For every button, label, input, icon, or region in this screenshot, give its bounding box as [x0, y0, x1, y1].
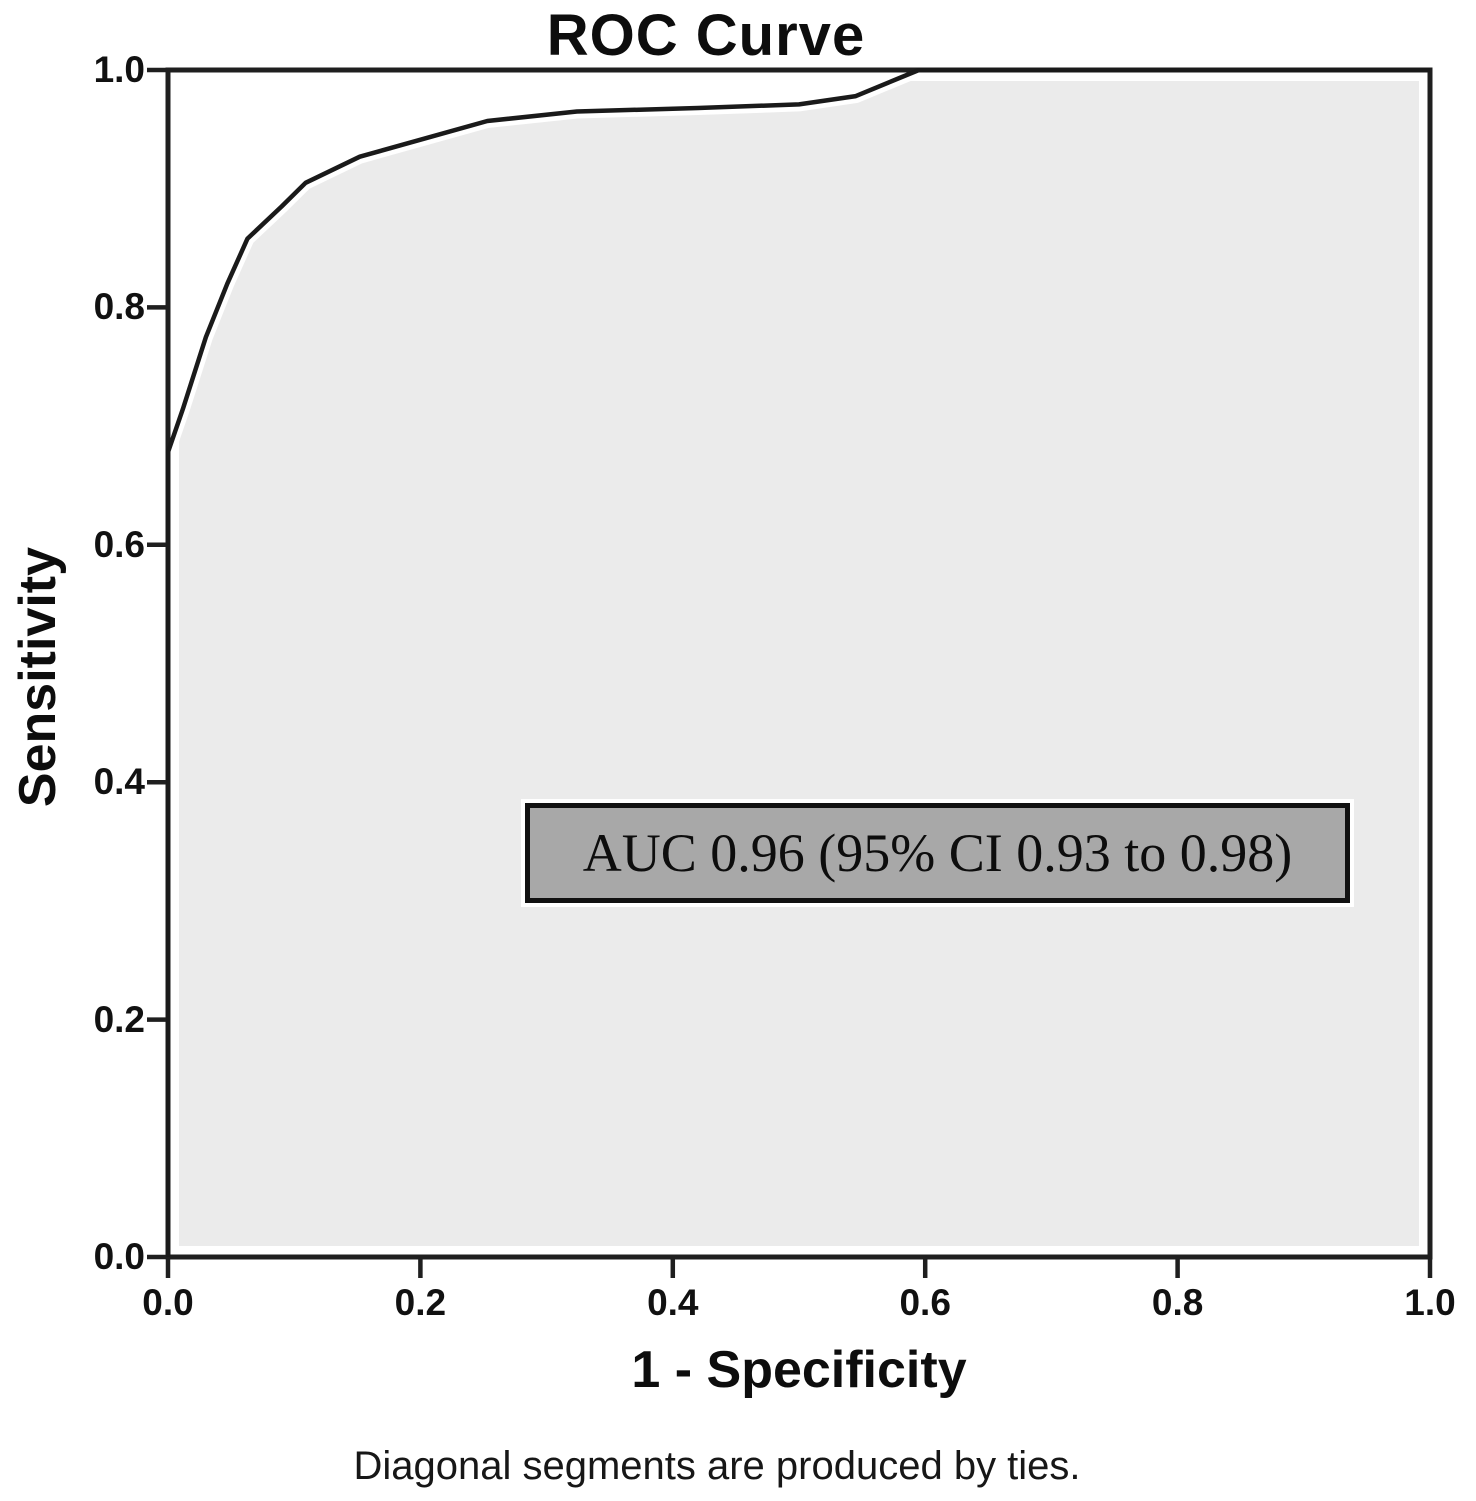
- x-tick-label: 0.6: [899, 1282, 951, 1323]
- y-tick-label: 0.8: [93, 286, 145, 328]
- footnote: Diagonal segments are produced by ties.: [353, 1444, 1081, 1488]
- auc-fill-area: [168, 70, 1430, 1257]
- y-tick-label: 1.0: [93, 49, 145, 90]
- auc-annotation: AUC 0.96 (95% CI 0.93 to 0.98): [525, 803, 1350, 903]
- x-tick-label: 1.0: [1404, 1282, 1456, 1323]
- x-axis-title: 1 - Specificity: [631, 1341, 967, 1399]
- y-tick-label: 0.6: [93, 523, 145, 565]
- x-tick-label: 0.8: [1151, 1282, 1204, 1323]
- x-tick-label: 0.4: [647, 1282, 699, 1323]
- chart-title: ROC Curve: [546, 3, 866, 68]
- y-tick-label: 0.4: [93, 761, 145, 803]
- roc-curve-line: [165, 67, 1430, 1257]
- x-tick-label: 0.2: [394, 1282, 447, 1323]
- y-tick-label: 0.0: [93, 1236, 145, 1277]
- y-tick-label: 0.2: [93, 998, 145, 1040]
- x-tick-label: 0.0: [142, 1282, 194, 1323]
